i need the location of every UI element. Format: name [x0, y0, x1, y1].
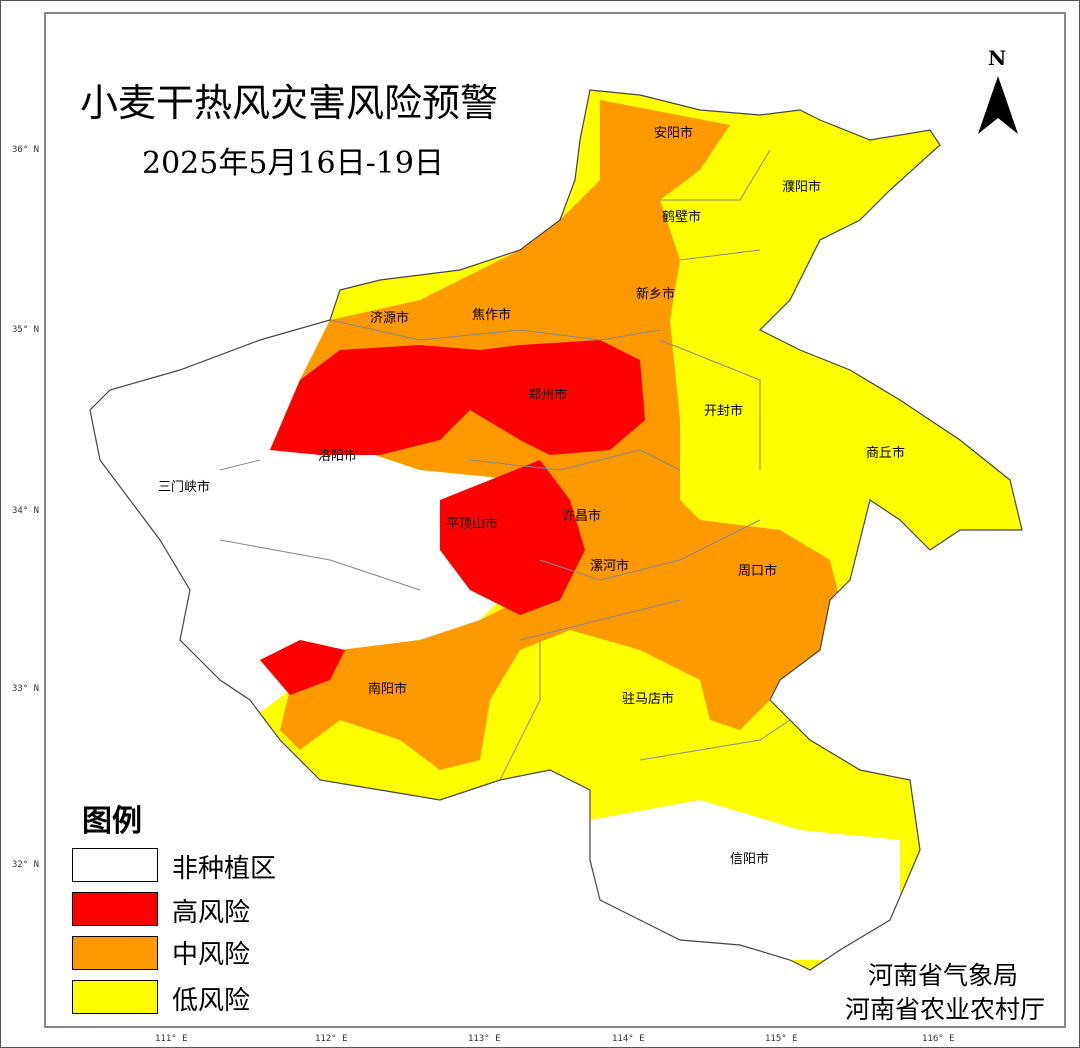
city-label: 平顶山市 — [446, 517, 499, 532]
map-title: 小麦干热风灾害风险预警 — [80, 81, 499, 125]
city-label: 信阳市 — [730, 852, 770, 867]
city-label: 安阳市 — [654, 126, 694, 141]
city-label: 新乡市 — [636, 287, 676, 302]
city-label: 鹤壁市 — [662, 210, 702, 225]
agency-label: 河南省农业农村厅 — [845, 995, 1046, 1024]
lat-label: 33° N — [12, 684, 40, 694]
lat-label: 35° N — [12, 325, 40, 335]
agency-label: 河南省气象局 — [868, 961, 1019, 990]
city-label: 洛阳市 — [318, 449, 358, 464]
city-label: 周口市 — [738, 564, 778, 579]
lat-label: 32° N — [12, 860, 40, 870]
lon-label: 115° E — [765, 1034, 798, 1044]
city-label: 商丘市 — [866, 446, 906, 461]
legend-swatch-low — [72, 980, 158, 1014]
legend-swatch-high — [72, 892, 158, 926]
high-risk-area-central — [440, 460, 585, 615]
city-label: 濮阳市 — [782, 180, 822, 195]
city-label: 漯河市 — [590, 559, 630, 574]
lon-label: 113° E — [468, 1034, 501, 1044]
city-label: 开封市 — [704, 404, 744, 419]
city-label: 郑州市 — [528, 388, 568, 403]
province-outline — [89, 89, 1023, 971]
non-planting-area-south — [590, 800, 900, 960]
lat-label: 34° N — [12, 506, 40, 516]
high-risk-area-southwest — [260, 640, 345, 695]
city-label: 南阳市 — [368, 682, 408, 697]
lon-label: 112° E — [315, 1034, 348, 1044]
city-label: 三门峡市 — [158, 480, 211, 495]
lon-label: 111° E — [155, 1034, 188, 1044]
map-date: 2025年5月16日-19日 — [142, 146, 444, 181]
legend-label: 中风险 — [172, 940, 251, 970]
north-label: N — [988, 46, 1007, 70]
lon-label: 116° E — [922, 1034, 955, 1044]
high-risk-area-north — [270, 340, 645, 455]
city-label: 济源市 — [370, 311, 410, 326]
lon-label: 114° E — [612, 1034, 645, 1044]
lat-label: 36° N — [12, 145, 40, 155]
legend-label: 非种植区 — [172, 854, 277, 884]
city-boundaries — [219, 149, 821, 781]
city-label: 许昌市 — [562, 509, 602, 524]
city-label: 驻马店市 — [622, 692, 675, 707]
legend-swatch-non-planting — [72, 848, 158, 882]
north-arrow-icon — [978, 76, 1018, 134]
map-frame — [44, 12, 1066, 1028]
legend-swatch-medium — [72, 936, 158, 970]
city-label: 焦作市 — [472, 308, 512, 323]
legend-label: 低风险 — [172, 986, 251, 1016]
legend-title: 图例 — [82, 804, 142, 839]
legend-label: 高风险 — [172, 898, 251, 928]
